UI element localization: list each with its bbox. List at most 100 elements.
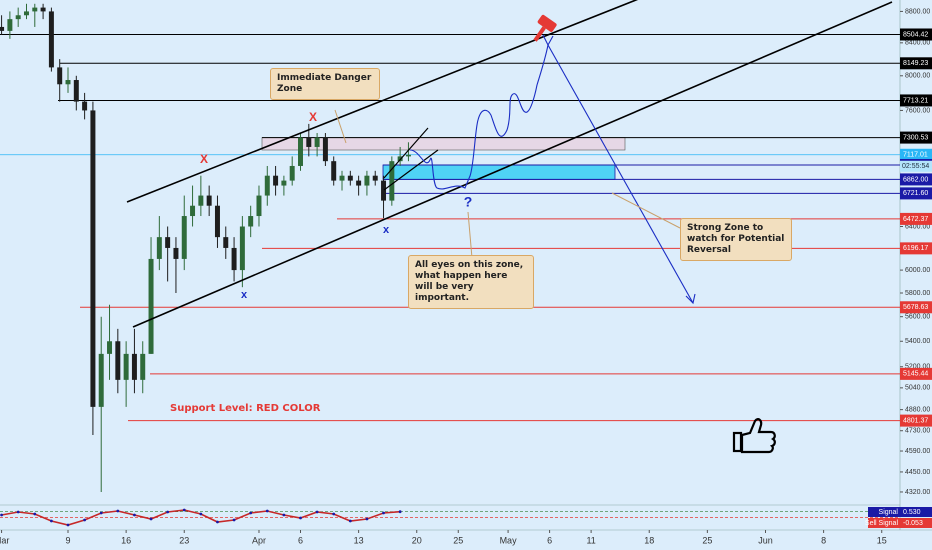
level-tag <box>900 212 932 225</box>
y-tick-label: 4590.00 <box>905 448 930 455</box>
candle-body <box>364 175 370 186</box>
flag-top <box>383 127 429 179</box>
candle-body <box>7 19 13 31</box>
candle-body <box>289 165 295 181</box>
candle-body <box>322 137 328 162</box>
x-tick-label: 25 <box>453 535 463 545</box>
signal-value-tag <box>900 507 932 517</box>
annotation: Immediate Danger Zone <box>270 68 380 100</box>
y-tick-label: 8800.00 <box>905 8 930 15</box>
flag-bottom <box>383 149 439 191</box>
candle-body <box>190 205 196 217</box>
candle-body <box>298 137 303 166</box>
candle-body <box>15 15 21 20</box>
oscillator-point <box>99 511 103 515</box>
x-tick-label: Apr <box>252 535 266 545</box>
x-tick-label: 15 <box>877 535 887 545</box>
level-tag <box>900 131 932 144</box>
oscillator-point <box>232 518 236 522</box>
marker: X <box>309 110 317 124</box>
x-tick-label: Mar <box>0 535 9 545</box>
oscillator-point <box>49 519 53 523</box>
oscillator-point <box>166 510 170 514</box>
y-tick-label: 5040.00 <box>905 385 930 392</box>
x-tick-label: 8 <box>821 535 826 545</box>
marker: X <box>200 152 208 166</box>
candle-body <box>57 67 63 85</box>
candle-body <box>389 161 395 201</box>
annotation: Support Level: RED COLOR <box>170 403 321 414</box>
level-label: 5678.63 <box>903 304 928 311</box>
price-axis-bg <box>900 0 932 550</box>
level-label: 7300.53 <box>903 134 928 141</box>
level-tag <box>900 148 932 161</box>
x-tick-label: 25 <box>702 535 712 545</box>
candle-body <box>347 175 353 181</box>
candle-body <box>73 80 79 102</box>
level-tag <box>900 301 932 314</box>
candle-body <box>115 341 121 380</box>
watch-zone <box>382 164 616 180</box>
candle-body <box>214 205 220 238</box>
candle-body <box>231 247 237 271</box>
candle-body <box>90 110 96 407</box>
candle-body <box>140 353 146 380</box>
level-label: 4801.37 <box>903 417 928 424</box>
y-tick-label: 8000.00 <box>905 73 930 80</box>
signal-value-tag <box>900 518 932 528</box>
candle-body <box>131 353 137 380</box>
candle-body <box>198 195 204 206</box>
candle-body <box>223 237 229 248</box>
y-tick-label: 6000.00 <box>905 267 930 274</box>
signal-name: Sell Signal <box>865 520 899 527</box>
x-tick-label: 9 <box>65 535 70 545</box>
marker: ? <box>464 194 473 210</box>
candle-body <box>206 195 212 206</box>
marker: x <box>241 289 248 301</box>
oscillator-point <box>332 512 336 516</box>
candle-body <box>239 226 245 271</box>
y-tick-label: 5200.00 <box>905 364 930 371</box>
oscillator-point <box>83 518 87 522</box>
x-tick-label: Jun <box>758 535 773 545</box>
x-tick-label: 18 <box>644 535 654 545</box>
countdown-tag <box>900 160 932 172</box>
oscillator-point <box>249 511 253 515</box>
level-label: 7117.01 <box>903 152 928 159</box>
signal-name-tag <box>868 518 900 528</box>
oscillator-point <box>382 511 385 515</box>
candle-body <box>339 175 345 181</box>
level-label: 6862.00 <box>903 176 928 183</box>
candle-body <box>405 154 411 157</box>
annotation: Strong Zone to watch for Potential Rever… <box>680 218 792 261</box>
level-label: 7713.21 <box>903 97 928 104</box>
y-tick-label: 5800.00 <box>905 290 930 297</box>
oscillator-point <box>0 513 3 517</box>
oscillator-point <box>133 513 136 517</box>
y-tick-label: 4450.00 <box>905 469 930 476</box>
x-tick-label: May <box>500 535 518 545</box>
y-tick-label: 4880.00 <box>905 406 930 413</box>
candle-body <box>82 101 88 111</box>
level-tag <box>900 94 932 107</box>
signal-value: 0.530 <box>903 509 921 516</box>
oscillator-point <box>299 516 302 520</box>
projection-path <box>409 44 549 190</box>
candle-body <box>372 175 378 181</box>
candle-body <box>23 11 29 16</box>
candle-body <box>32 7 38 12</box>
candle-body <box>107 341 113 354</box>
y-tick-label: 6400.00 <box>905 223 930 230</box>
candle-body <box>0 26 5 31</box>
candle-body <box>98 353 104 407</box>
oscillator-point <box>66 523 70 527</box>
oscillator-point <box>365 517 369 521</box>
x-tick-label: 20 <box>412 535 422 545</box>
oscillator-point <box>149 517 153 521</box>
signal-name: Signal <box>879 509 899 516</box>
candle-body <box>256 195 262 217</box>
channel-top <box>126 0 639 203</box>
y-tick-label: 7600.00 <box>905 107 930 114</box>
candle-body <box>264 175 270 196</box>
